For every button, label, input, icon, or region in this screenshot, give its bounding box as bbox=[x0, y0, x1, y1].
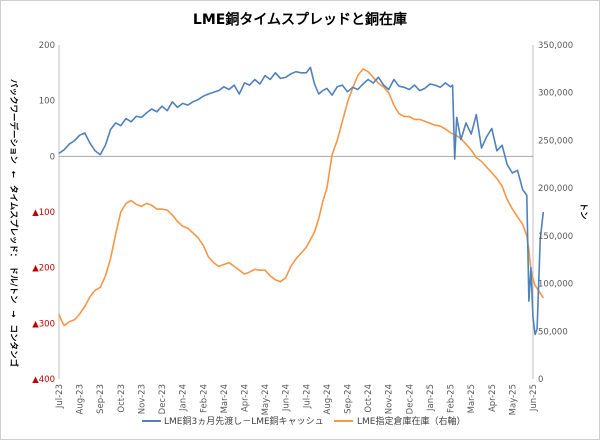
plot-area bbox=[58, 45, 545, 379]
x-tick-label: Nov-24 bbox=[385, 384, 395, 414]
x-tick-label: Dec-24 bbox=[405, 384, 415, 414]
x-tick-label: Aug-23 bbox=[76, 384, 86, 414]
left-axis-title-part: タイムスプレッド： bbox=[8, 185, 19, 261]
x-tick-label: Sep-24 bbox=[344, 384, 354, 414]
right-tick-label: 0 bbox=[538, 375, 543, 385]
legend-label-spread: LME銅3ヵ月先渡し－LME銅キャッシュ bbox=[164, 415, 324, 427]
x-tick-label: Sep-23 bbox=[96, 384, 106, 414]
left-tick-label: ▲300 bbox=[32, 319, 55, 329]
left-axis-title-part: → bbox=[8, 310, 18, 317]
x-tick-label: Mar-25 bbox=[467, 384, 477, 413]
left-tick-label: ▲200 bbox=[32, 264, 55, 274]
x-tick-label: Jun-24 bbox=[282, 384, 292, 412]
x-tick-label: Mar-24 bbox=[220, 384, 230, 413]
left-tick-label: 200 bbox=[39, 41, 55, 51]
series-line-warehouse-stock bbox=[58, 68, 544, 327]
x-tick-label: Oct-24 bbox=[364, 384, 374, 413]
right-tick-label: 100,000 bbox=[538, 280, 573, 290]
left-axis-title-part: ドル/トン bbox=[8, 266, 18, 304]
right-tick-label: 300,000 bbox=[538, 89, 573, 99]
left-axis-title-part: ← bbox=[8, 171, 18, 178]
series-line-time-spread bbox=[58, 66, 545, 336]
x-tick-label: Jan-24 bbox=[179, 384, 189, 412]
svg-text:バックワーデーション ← タ: バックワーデーション ← タイムスプレッド： ドル/トン → コンタンゴ bbox=[8, 79, 19, 367]
x-tick-label: Feb-24 bbox=[199, 384, 209, 413]
x-tick-label: Apr-24 bbox=[240, 384, 250, 412]
left-axis-title: バックワーデーション ← タイムスプレッド： ドル/トン → コンタンゴ bbox=[8, 79, 19, 367]
right-axis-ticks: 350,000 300,000 250,000 200,000 150,000 100,0… bbox=[538, 41, 573, 385]
x-tick-label: Jan-25 bbox=[426, 384, 436, 412]
x-tick-label: Nov-23 bbox=[137, 384, 147, 414]
x-tick-label: Dec-23 bbox=[158, 384, 168, 414]
left-axis-title-part: コンタンゴ bbox=[8, 324, 19, 367]
x-tick-label: Aug-24 bbox=[323, 384, 333, 414]
legend-label-stock: LME指定倉庫在庫（右軸） bbox=[357, 415, 465, 427]
right-tick-label: 150,000 bbox=[538, 232, 573, 242]
x-tick-label: Apr-25 bbox=[488, 384, 498, 412]
left-tick-label: ▲400 bbox=[32, 375, 55, 385]
right-tick-label: 50,000 bbox=[538, 327, 568, 337]
x-tick-label: Jun-25 bbox=[529, 384, 539, 412]
x-tick-label: Oct-23 bbox=[117, 384, 127, 413]
legend: LME銅3ヵ月先渡し－LME銅キャッシュ LME指定倉庫在庫（右軸） bbox=[142, 415, 465, 427]
left-axis-ticks: 200 100 0 ▲100 ▲200 ▲300 ▲400 bbox=[32, 41, 55, 385]
chart-title: LME銅タイムスプレッドと銅在庫 bbox=[193, 11, 407, 28]
right-tick-label: 250,000 bbox=[538, 136, 573, 146]
x-axis-ticks: Jul-23 Aug-23 Sep-23 Oct-23 Nov-23 Dec-23 Jan-… bbox=[55, 384, 539, 415]
right-tick-label: 200,000 bbox=[538, 184, 573, 194]
x-tick-label: May-25 bbox=[508, 384, 518, 415]
left-tick-label: ▲100 bbox=[32, 208, 55, 218]
left-tick-label: 100 bbox=[39, 97, 55, 107]
x-tick-label: Jul-24 bbox=[302, 384, 312, 409]
x-tick-label: May-24 bbox=[261, 384, 271, 415]
left-tick-label: 0 bbox=[50, 152, 55, 162]
x-tick-label: Feb-25 bbox=[447, 384, 457, 413]
x-tick-label: Jul-23 bbox=[55, 384, 65, 409]
right-tick-label: 350,000 bbox=[538, 41, 573, 51]
right-axis-title: トン bbox=[578, 202, 588, 220]
left-axis-title-part: バックワーデーション bbox=[8, 79, 19, 164]
